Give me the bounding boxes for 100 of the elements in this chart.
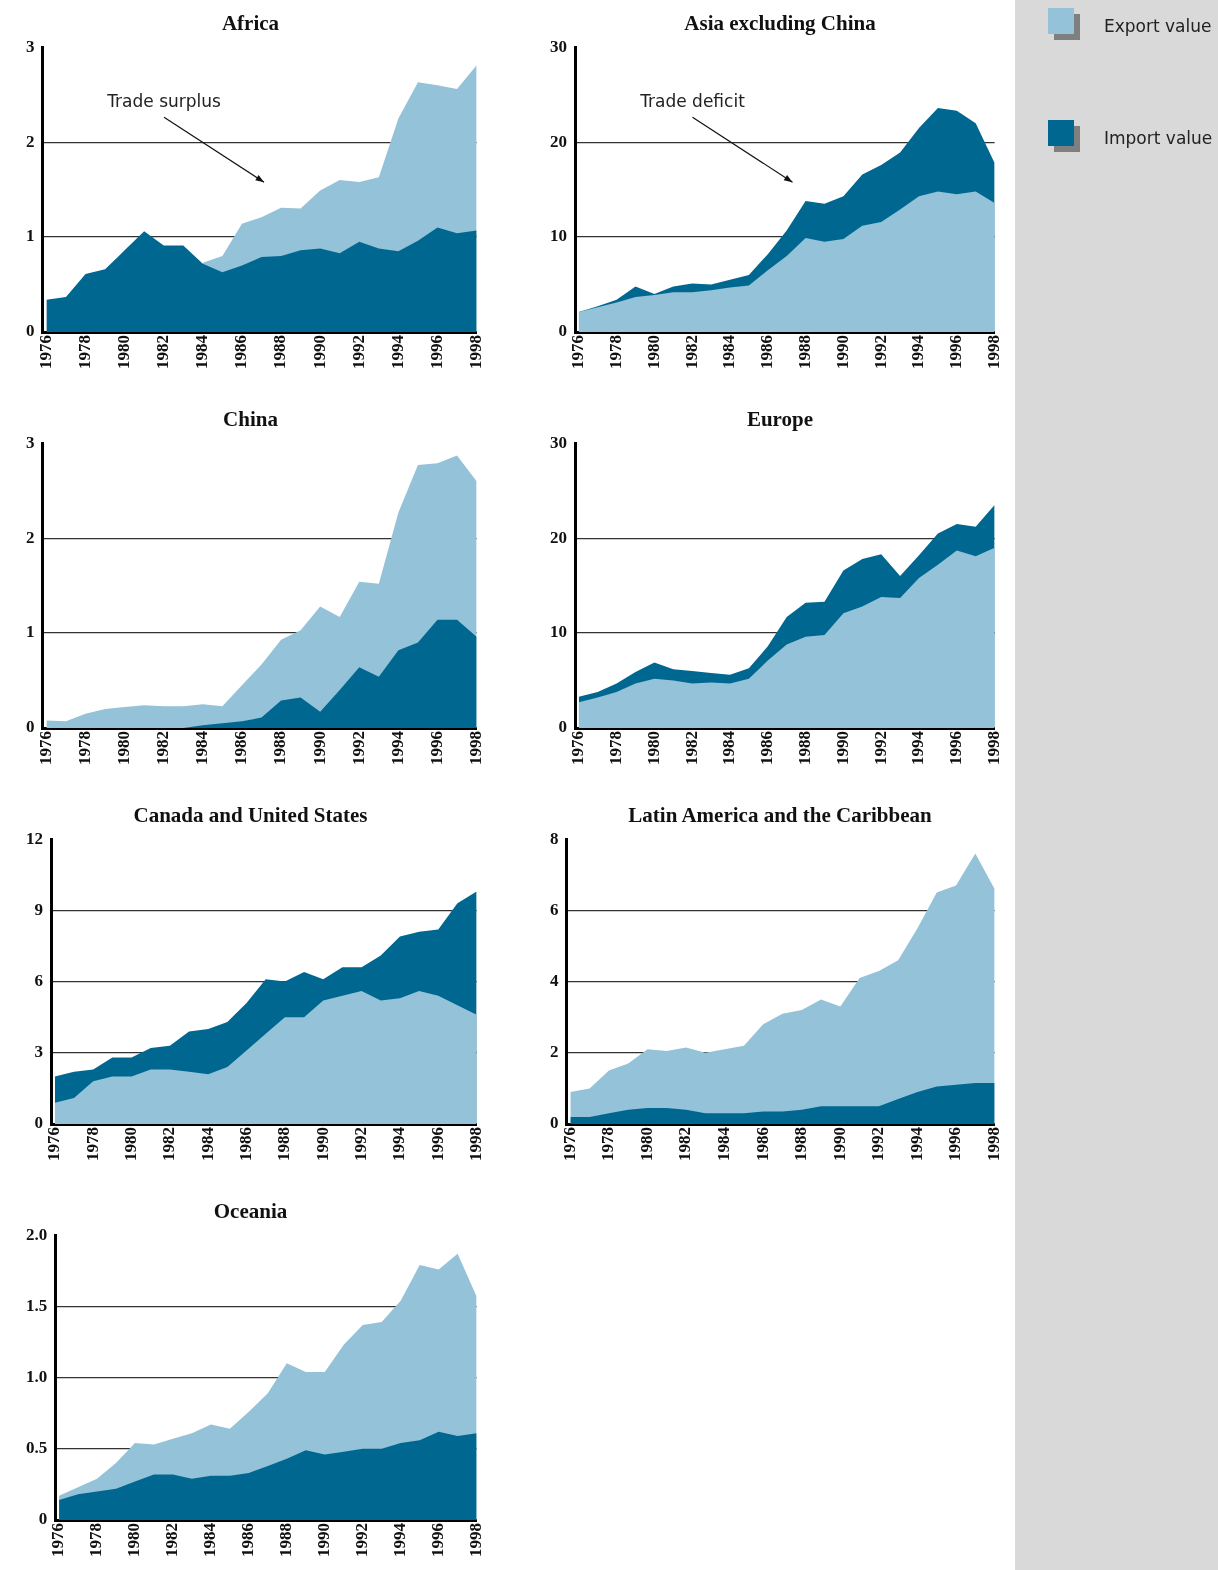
x-tick-label: 1988 [274,1127,294,1161]
x-tick-label: 1976 [35,731,55,765]
x-tick-label: 1978 [86,1523,106,1557]
x-tick-label: 1996 [945,1127,965,1161]
x-tick-label: 1984 [197,1126,217,1161]
y-tick-label: 10 [550,622,567,642]
x-tick-label: 1976 [44,1127,64,1161]
legend-label: Export value [1104,15,1212,36]
x-tick-label: 1984 [200,1522,220,1557]
chart-title: Latin America and the Caribbean [628,803,932,828]
y-tick-label: 0 [558,321,567,341]
x-tick-label: 1994 [390,1522,410,1557]
x-tick-label: 1984 [714,1126,734,1161]
y-tick-label: 2 [26,527,35,547]
annotation: Trade surplus [106,91,222,112]
x-tick-label: 1998 [983,1127,1003,1161]
x-tick-label: 1980 [114,731,134,765]
x-tick-label: 1996 [427,1127,447,1161]
y-tick-label: 0 [38,1509,48,1529]
y-tick-label: 6 [550,899,559,919]
y-tick-label: 8 [550,828,559,848]
x-tick-label: 1984 [192,730,212,765]
x-tick-label: 1992 [352,1523,372,1557]
y-tick-label: 20 [550,527,567,547]
y-tick-label: 1.0 [26,1366,48,1386]
x-tick-label: 1990 [832,731,852,765]
x-tick-label: 1976 [568,335,588,369]
x-tick-label: 1976 [559,1127,579,1161]
x-tick-label: 1980 [643,731,663,765]
x-tick-label: 1992 [868,1127,888,1161]
x-tick-label: 1978 [82,1127,102,1161]
y-tick-label: 0 [558,717,567,737]
y-tick-label: 0 [26,321,35,341]
x-tick-label: 1978 [605,731,625,765]
x-tick-label: 1980 [643,335,663,369]
chart-title: Africa [221,11,280,36]
y-tick-label: 1 [26,226,35,246]
x-tick-label: 1986 [757,731,777,765]
x-tick-label: 1994 [389,1126,409,1161]
chart-title: Asia excluding China [684,11,877,36]
x-tick-label: 1982 [681,731,701,765]
x-tick-label: 1986 [231,335,251,369]
x-tick-label: 1992 [348,335,368,369]
x-tick-label: 1980 [124,1523,144,1557]
y-tick-label: 3 [26,36,35,56]
x-tick-label: 1982 [681,335,701,369]
x-tick-label: 1988 [270,731,290,765]
y-tick-label: 30 [550,432,567,452]
y-tick-label: 10 [550,226,567,246]
x-tick-label: 1988 [791,1127,811,1161]
x-tick-label: 1998 [465,731,485,765]
x-tick-label: 1988 [794,335,814,369]
x-tick-label: 1992 [870,731,890,765]
chart-title: Canada and United States [133,803,368,828]
x-tick-label: 1990 [829,1127,849,1161]
x-tick-label: 1982 [153,731,173,765]
x-tick-label: 1986 [238,1523,258,1557]
x-tick-label: 1992 [870,335,890,369]
x-tick-label: 1980 [114,335,134,369]
y-tick-label: 2.0 [26,1224,48,1244]
y-tick-label: 2 [26,131,35,151]
x-tick-label: 1996 [426,335,446,369]
x-tick-label: 1986 [752,1127,772,1161]
legend-label: Import value [1104,127,1213,148]
y-tick-label: 0 [550,1113,559,1133]
chart-title: China [223,407,279,432]
y-tick-label: 0.5 [26,1438,48,1458]
x-tick-label: 1990 [309,731,329,765]
x-tick-label: 1982 [153,335,173,369]
x-tick-label: 1990 [312,1127,332,1161]
x-tick-label: 1976 [568,731,588,765]
y-tick-label: 20 [550,131,567,151]
y-tick-label: 1.5 [26,1295,48,1315]
y-tick-label: 12 [26,828,43,848]
x-tick-label: 1988 [270,335,290,369]
annotation: Trade deficit [639,91,746,112]
x-tick-label: 1982 [159,1127,179,1161]
x-tick-label: 1996 [426,731,446,765]
x-tick-label: 1996 [946,335,966,369]
x-tick-label: 1986 [235,1127,255,1161]
x-tick-label: 1994 [387,334,407,369]
y-tick-label: 4 [550,970,559,990]
x-tick-label: 1998 [465,1523,485,1557]
x-tick-label: 1998 [465,1127,485,1161]
x-tick-label: 1984 [719,730,739,765]
x-tick-label: 1984 [719,334,739,369]
x-tick-label: 1988 [276,1523,296,1557]
x-tick-label: 1996 [428,1523,448,1557]
x-tick-label: 1998 [983,731,1003,765]
x-tick-label: 1982 [162,1523,182,1557]
y-tick-label: 6 [34,970,43,990]
x-tick-label: 1988 [794,731,814,765]
x-tick-label: 1990 [309,335,329,369]
x-tick-label: 1994 [908,334,928,369]
x-tick-label: 1986 [757,335,777,369]
y-tick-label: 0 [34,1113,43,1133]
x-tick-label: 1978 [74,731,94,765]
x-tick-label: 1992 [348,731,368,765]
y-tick-label: 0 [26,717,35,737]
x-tick-label: 1976 [35,335,55,369]
